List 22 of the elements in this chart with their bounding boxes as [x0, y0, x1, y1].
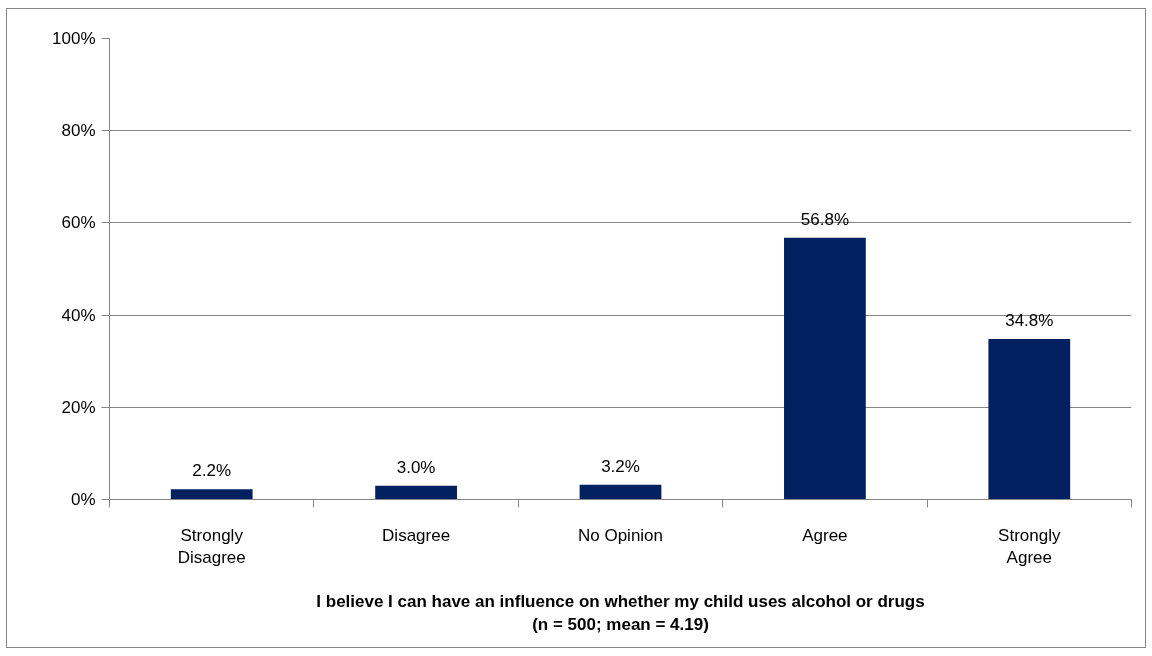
y-tick-label: 80% [61, 121, 96, 141]
bar [579, 484, 662, 500]
data-label: 2.2% [192, 461, 232, 481]
bar [170, 489, 253, 500]
y-tick-label: 0% [70, 490, 96, 509]
x-tick-label: No Opinion [577, 525, 664, 545]
x-tick-label: Disagree [382, 525, 451, 545]
data-label: 56.8% [800, 209, 849, 229]
y-tick-label: 40% [61, 305, 96, 325]
bar [988, 339, 1071, 500]
x-tick-label: Agree [802, 525, 848, 545]
x-tick-label: Strongly Agree [998, 525, 1061, 568]
bar [784, 237, 866, 500]
y-tick-label: 20% [61, 397, 96, 417]
bar [375, 485, 457, 500]
data-label: 34.8% [1005, 311, 1054, 331]
data-label: 3.2% [601, 456, 640, 476]
x-axis-title: I believe I can have an influence on whether my child uses alcohol or drugs (n = 500; mean = 4.19) [316, 592, 925, 635]
x-tick-label: Strongly Disagree [177, 525, 246, 568]
y-tick-label: 100% [52, 29, 96, 48]
y-tick-label: 60% [61, 213, 96, 233]
data-label: 3.0% [396, 457, 436, 477]
